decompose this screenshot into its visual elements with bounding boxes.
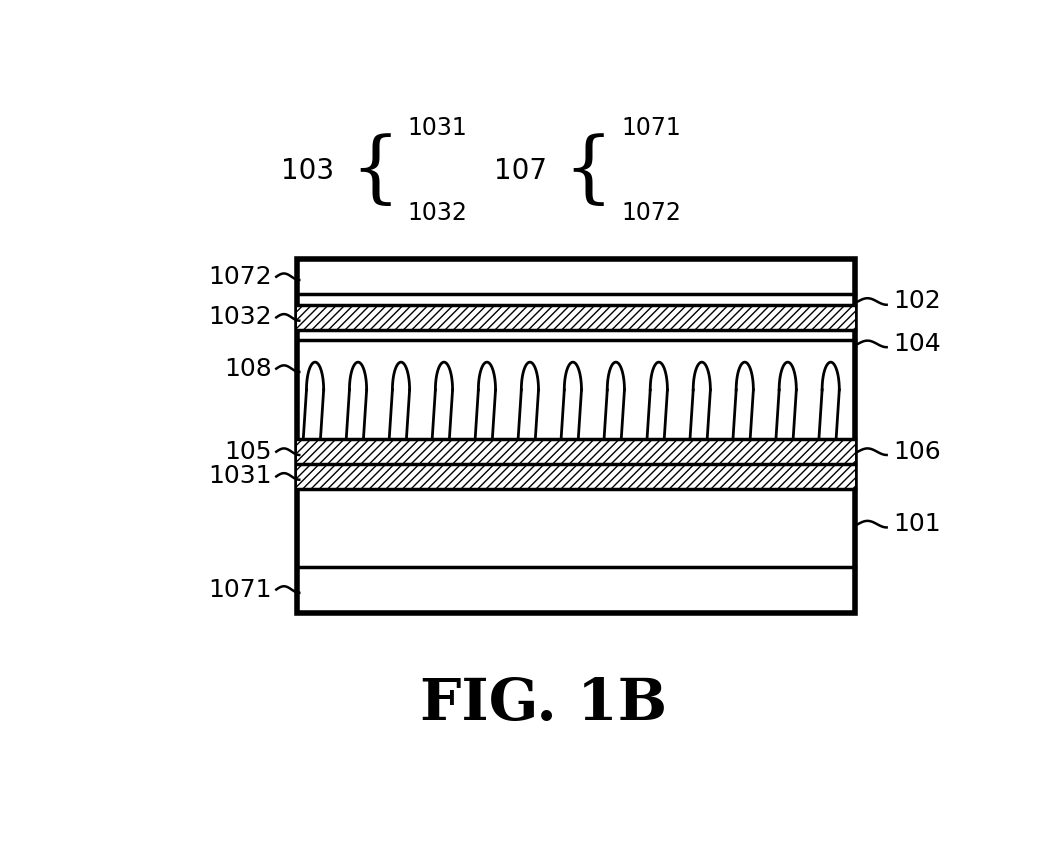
- Bar: [297, 259, 855, 613]
- Text: 105: 105: [225, 439, 272, 464]
- Text: 104: 104: [894, 332, 941, 356]
- Text: 103: 103: [281, 156, 334, 184]
- Text: 102: 102: [894, 290, 941, 314]
- Bar: [297, 464, 855, 489]
- Text: {: {: [564, 133, 613, 208]
- Bar: [297, 439, 855, 464]
- Bar: [297, 305, 855, 330]
- Text: 1032: 1032: [408, 201, 467, 225]
- Text: 108: 108: [225, 357, 272, 381]
- Text: 1032: 1032: [209, 305, 272, 330]
- Text: 1072: 1072: [209, 264, 272, 289]
- Text: 101: 101: [894, 513, 941, 536]
- Text: 106: 106: [894, 439, 941, 464]
- Text: FIG. 1B: FIG. 1B: [420, 676, 667, 732]
- Text: 1072: 1072: [621, 201, 682, 225]
- Text: 1031: 1031: [209, 464, 272, 489]
- Text: 1071: 1071: [209, 577, 272, 602]
- Text: 1031: 1031: [408, 116, 467, 140]
- Text: 107: 107: [494, 156, 547, 184]
- Text: {: {: [350, 133, 400, 208]
- Text: 1071: 1071: [621, 116, 681, 140]
